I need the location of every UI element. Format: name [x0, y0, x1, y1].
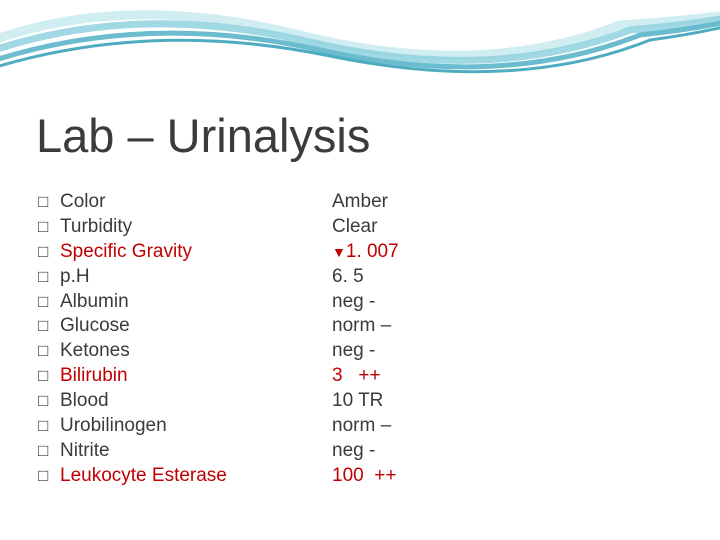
- value-text: norm –: [332, 415, 391, 436]
- value-text: 1. 007: [346, 241, 399, 262]
- list-item: □TurbidityClear: [38, 215, 678, 240]
- analyte-value: 3 ++: [332, 364, 678, 389]
- analyte-value: neg -: [332, 339, 678, 364]
- analyte-label: Nitrite: [60, 439, 332, 464]
- value-text: Amber: [332, 191, 388, 212]
- list-item: □Nitriteneg -: [38, 439, 678, 464]
- value-text: 6. 5: [332, 266, 364, 287]
- value-text: 10 TR: [332, 390, 383, 411]
- analyte-label: p.H: [60, 265, 332, 290]
- value-text: neg -: [332, 440, 375, 461]
- analyte-value: 6. 5: [332, 265, 678, 290]
- analyte-label: Urobilinogen: [60, 414, 332, 439]
- list-item: □p.H6. 5: [38, 265, 678, 290]
- bullet-icon: □: [38, 216, 60, 238]
- value-suffix: ++: [364, 465, 397, 486]
- analyte-value: neg -: [332, 439, 678, 464]
- analyte-value: neg -: [332, 290, 678, 315]
- analyte-label: Ketones: [60, 339, 332, 364]
- analyte-label: Glucose: [60, 314, 332, 339]
- value-text: neg -: [332, 291, 375, 312]
- analyte-label: Albumin: [60, 290, 332, 315]
- bullet-icon: □: [38, 241, 60, 263]
- analyte-label: Blood: [60, 389, 332, 414]
- bullet-icon: □: [38, 365, 60, 387]
- page-title: Lab – Urinalysis: [36, 108, 370, 163]
- down-marker-icon: ▼: [332, 244, 346, 260]
- list-item: □Leukocyte Esterase100 ++: [38, 464, 678, 489]
- bullet-icon: □: [38, 291, 60, 313]
- analyte-value: Clear: [332, 215, 678, 240]
- list-item: □Glucosenorm –: [38, 314, 678, 339]
- bullet-icon: □: [38, 315, 60, 337]
- bullet-icon: □: [38, 390, 60, 412]
- slide: Lab – Urinalysis □ColorAmber□TurbidityCl…: [0, 0, 720, 540]
- bullet-icon: □: [38, 415, 60, 437]
- list-item: □Albuminneg -: [38, 290, 678, 315]
- value-text: 100: [332, 465, 364, 486]
- bullet-icon: □: [38, 340, 60, 362]
- urinalysis-list: □ColorAmber□TurbidityClear□Specific Grav…: [38, 190, 678, 489]
- bullet-icon: □: [38, 191, 60, 213]
- analyte-value: 100 ++: [332, 464, 678, 489]
- list-item: □ColorAmber: [38, 190, 678, 215]
- value-text: 3: [332, 365, 343, 386]
- value-suffix: ++: [343, 365, 381, 386]
- bullet-icon: □: [38, 465, 60, 487]
- bullet-icon: □: [38, 440, 60, 462]
- analyte-label: Color: [60, 190, 332, 215]
- list-item: □Blood10 TR: [38, 389, 678, 414]
- list-item: □Specific Gravity▼1. 007: [38, 240, 678, 265]
- value-text: Clear: [332, 216, 377, 237]
- analyte-value: ▼1. 007: [332, 240, 678, 265]
- analyte-label: Leukocyte Esterase: [60, 464, 332, 489]
- analyte-value: Amber: [332, 190, 678, 215]
- list-item: □Ketonesneg -: [38, 339, 678, 364]
- analyte-label: Bilirubin: [60, 364, 332, 389]
- analyte-value: norm –: [332, 414, 678, 439]
- value-text: neg -: [332, 340, 375, 361]
- analyte-value: 10 TR: [332, 389, 678, 414]
- value-text: norm –: [332, 315, 391, 336]
- analyte-value: norm –: [332, 314, 678, 339]
- analyte-label: Specific Gravity: [60, 240, 332, 265]
- bullet-icon: □: [38, 266, 60, 288]
- list-item: □Urobilinogennorm –: [38, 414, 678, 439]
- analyte-label: Turbidity: [60, 215, 332, 240]
- list-item: □Bilirubin3 ++: [38, 364, 678, 389]
